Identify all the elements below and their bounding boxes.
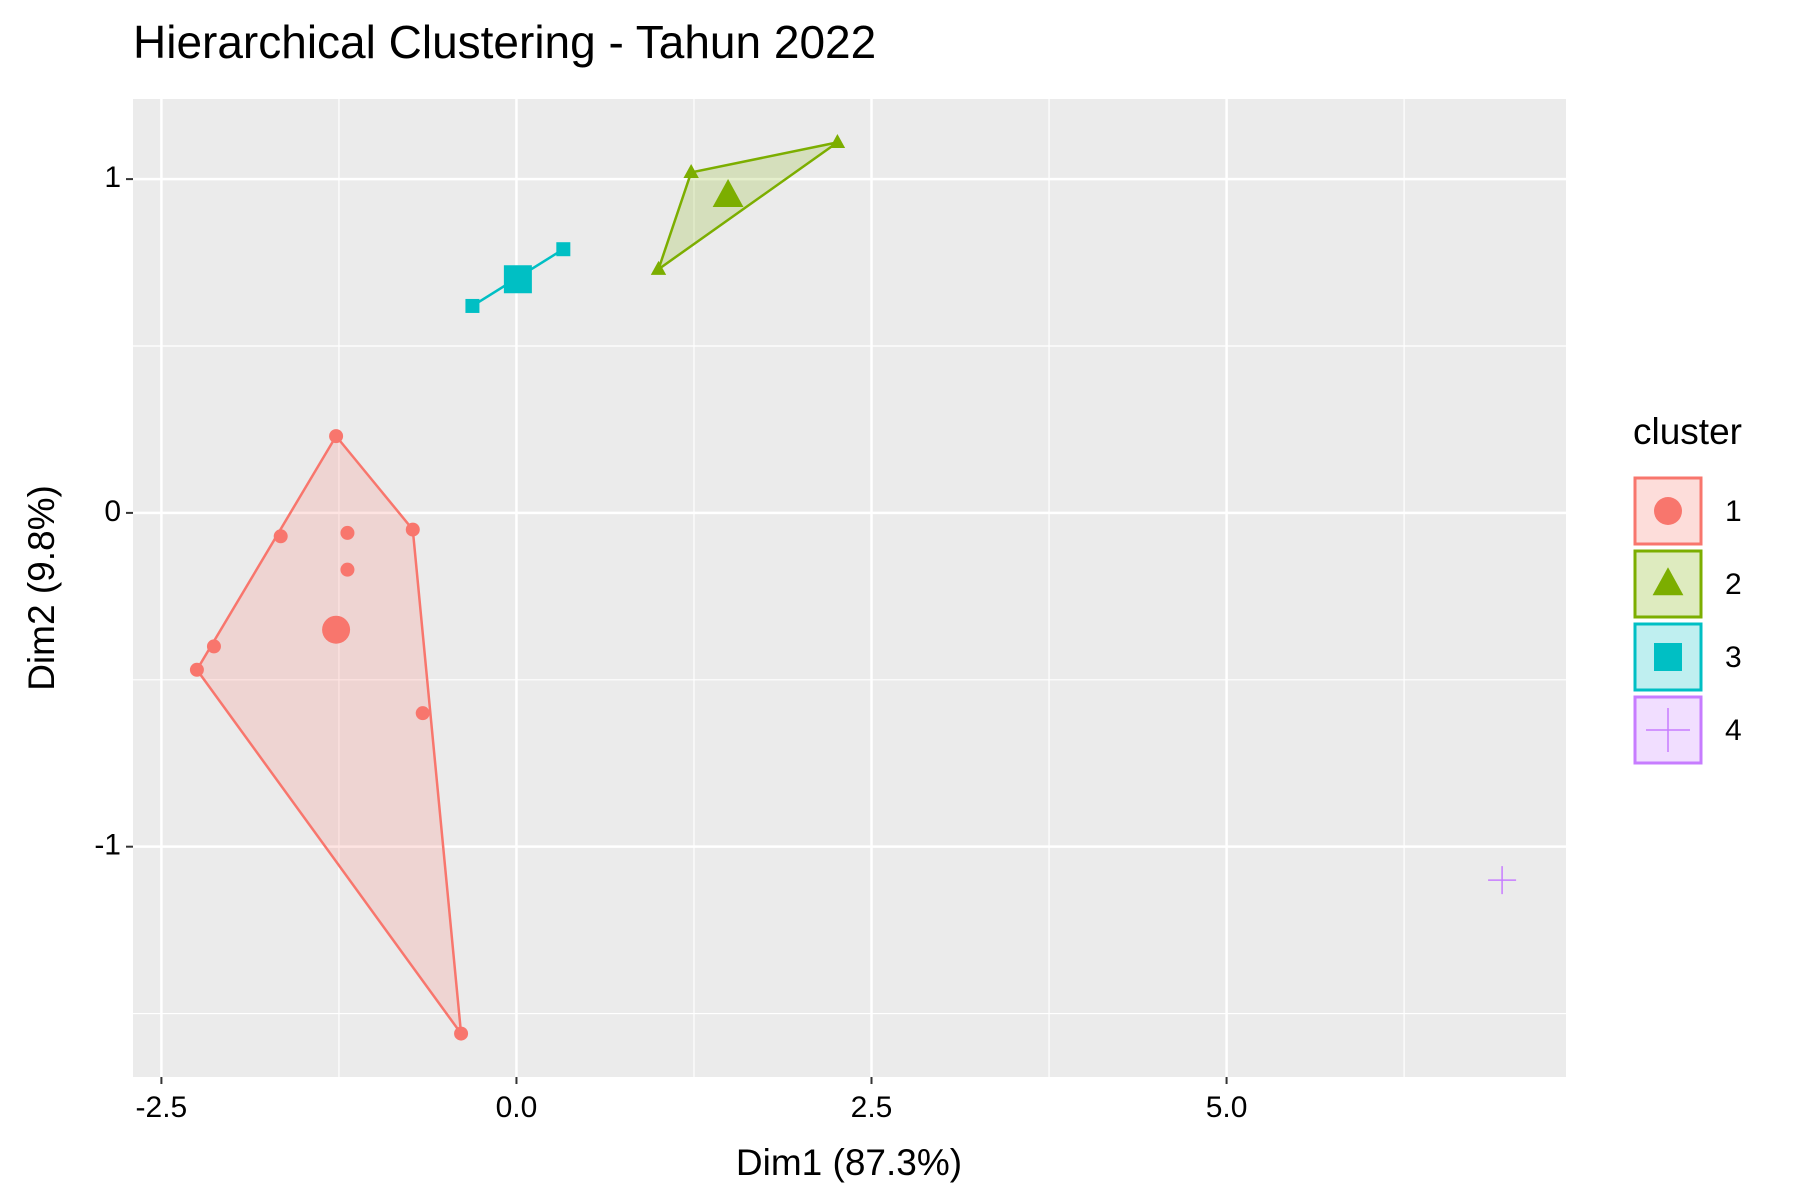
plot-panel [133,99,1566,1077]
x-tick-label: 5.0 [1206,1091,1248,1124]
legend-symbol [1646,708,1690,752]
legend-key [1633,549,1703,619]
point [206,639,221,654]
point [340,562,355,577]
point [454,1026,469,1041]
point [650,260,667,275]
legend-label: 2 [1725,568,1742,601]
point [189,662,204,677]
legend-symbol [1654,497,1682,525]
point [465,298,480,313]
y-tick-label: 0 [104,495,121,528]
legend-label: 3 [1725,641,1742,674]
point [829,133,846,148]
y-tick-label: -1 [94,829,121,862]
point [340,525,355,540]
y-tick-label: 1 [104,161,121,194]
cluster-center [712,178,744,207]
legend-title: cluster [1633,411,1742,452]
x-tick-label: 2.5 [851,1091,893,1124]
x-tick-label: 0.0 [496,1091,538,1124]
legend-label: 4 [1725,714,1742,747]
point [329,429,344,444]
legend-symbol [1654,643,1682,671]
legend-symbol [1652,567,1684,596]
point [1488,866,1517,895]
cluster-center [322,615,351,644]
y-axis-label: Dim2 (9.8%) [21,485,62,691]
point [273,529,288,544]
point [683,164,699,179]
cluster-hull [656,141,839,273]
x-axis-label: Dim1 (87.3%) [736,1142,962,1183]
chart-title: Hierarchical Clustering - Tahun 2022 [133,16,876,68]
point [556,242,571,257]
point [405,522,420,537]
point [415,706,430,721]
legend-label: 1 [1725,495,1742,528]
x-tick-label: -2.5 [136,1091,188,1124]
cluster-center [503,265,532,294]
